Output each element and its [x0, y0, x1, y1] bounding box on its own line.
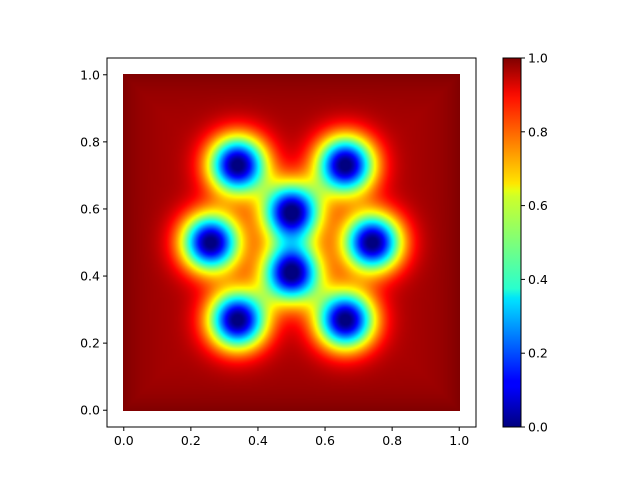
colorbar-frame — [502, 57, 522, 428]
x-tick-label: 0.0 — [114, 433, 134, 448]
y-tick-label: 0.8 — [80, 134, 100, 149]
colorbar-tick-label: 0.8 — [528, 124, 548, 139]
x-tick-label: 0.8 — [382, 433, 402, 448]
x-tick-label: 0.4 — [248, 433, 268, 448]
y-axis-ticks: 0.0 0.2 0.4 0.6 0.8 1.0 — [80, 67, 107, 418]
colorbar-tick-label: 1.0 — [528, 51, 548, 66]
x-tick-label: 0.6 — [315, 433, 335, 448]
y-tick-label: 0.0 — [80, 403, 100, 418]
plot-frame — [106, 57, 477, 428]
colorbar-tick-label: 0.0 — [528, 420, 548, 435]
colorbar-tick-label: 0.4 — [528, 272, 548, 287]
colorbar-ticks: 0.0 0.2 0.4 0.6 0.8 1.0 — [521, 51, 548, 435]
heatmap-image — [123, 74, 460, 411]
colorbar-tick-label: 0.6 — [528, 198, 548, 213]
y-tick-label: 1.0 — [80, 67, 100, 82]
x-axis-ticks: 0.0 0.2 0.4 0.6 0.8 1.0 — [114, 427, 469, 448]
y-tick-label: 0.2 — [80, 336, 100, 351]
colorbar-tick-label: 0.2 — [528, 346, 548, 361]
colorbar — [503, 58, 521, 427]
y-tick-label: 0.6 — [80, 201, 100, 216]
x-tick-label: 0.2 — [181, 433, 201, 448]
x-tick-label: 1.0 — [449, 433, 469, 448]
y-tick-label: 0.4 — [80, 269, 100, 284]
